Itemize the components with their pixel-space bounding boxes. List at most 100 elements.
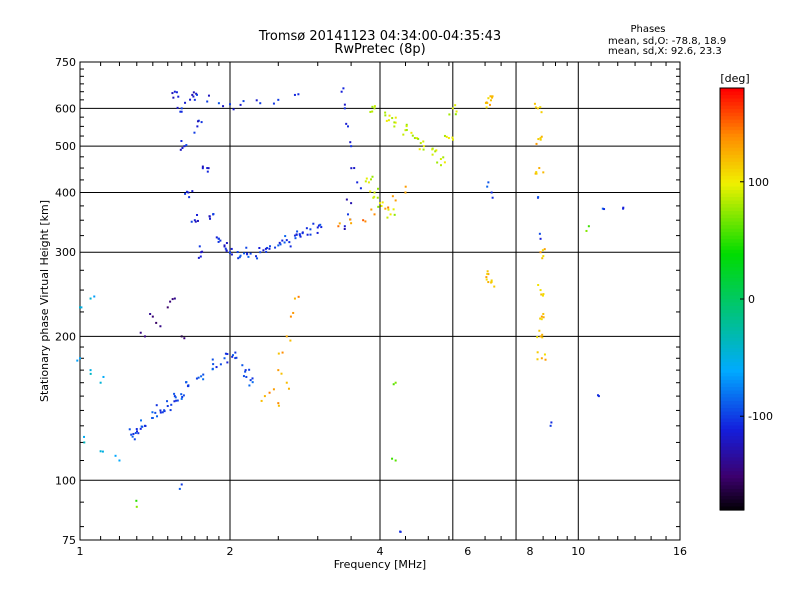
data-point xyxy=(350,145,353,148)
data-point xyxy=(537,283,540,286)
data-point xyxy=(350,222,353,225)
data-point xyxy=(279,243,282,246)
data-point xyxy=(226,361,229,364)
colorbar-segment xyxy=(720,204,744,209)
data-point xyxy=(241,364,244,367)
data-point xyxy=(350,167,353,170)
data-point xyxy=(201,167,204,170)
data-point xyxy=(224,352,227,355)
data-point xyxy=(235,356,238,359)
data-point xyxy=(350,202,353,205)
data-point xyxy=(539,335,542,338)
data-point xyxy=(237,257,240,260)
data-point xyxy=(410,131,413,134)
colorbar-segment xyxy=(720,355,744,360)
data-point xyxy=(184,101,187,104)
colorbar-segment xyxy=(720,488,744,494)
data-point xyxy=(487,181,490,184)
data-point xyxy=(184,192,187,195)
data-point xyxy=(193,219,196,222)
data-point xyxy=(229,103,231,106)
data-point xyxy=(485,101,488,104)
data-point xyxy=(601,207,604,210)
y-tick-label: 600 xyxy=(55,102,76,115)
data-point xyxy=(538,329,541,332)
data-point xyxy=(369,190,372,193)
data-point xyxy=(373,105,376,108)
data-point xyxy=(212,213,215,216)
data-point xyxy=(268,247,271,250)
data-point xyxy=(340,90,343,93)
data-point xyxy=(443,134,446,137)
data-point xyxy=(373,213,376,216)
colorbar-segment xyxy=(720,221,744,226)
data-point xyxy=(451,136,454,139)
data-point xyxy=(178,487,181,490)
data-point xyxy=(193,131,196,134)
data-point xyxy=(539,289,542,292)
data-point xyxy=(533,102,536,105)
data-point xyxy=(392,208,395,211)
data-point xyxy=(251,377,254,380)
data-point xyxy=(238,256,241,259)
data-point xyxy=(154,411,157,414)
data-point xyxy=(536,107,539,110)
data-point xyxy=(195,93,198,96)
data-point xyxy=(140,419,143,422)
data-point xyxy=(128,428,131,431)
data-point xyxy=(272,388,275,391)
data-point xyxy=(195,377,198,380)
colorbar-segment xyxy=(720,397,744,402)
data-point xyxy=(338,222,341,225)
data-point xyxy=(317,224,320,227)
colorbar-segment xyxy=(720,168,744,173)
data-point xyxy=(197,376,200,379)
colorbar-tick-label: -100 xyxy=(748,410,773,423)
colorbar-segment xyxy=(720,460,744,465)
colorbar-segment xyxy=(720,256,744,261)
data-point xyxy=(260,399,263,402)
data-point xyxy=(188,196,191,199)
data-point xyxy=(173,395,176,398)
colorbar-segment xyxy=(720,105,744,110)
data-point xyxy=(180,335,183,338)
data-point xyxy=(320,226,323,229)
data-point xyxy=(219,239,222,242)
data-point xyxy=(534,106,537,109)
data-point xyxy=(222,105,225,108)
colorbar-segment xyxy=(720,334,744,339)
data-point xyxy=(394,121,397,124)
data-point xyxy=(312,222,315,225)
data-point xyxy=(487,273,490,276)
data-point xyxy=(99,381,102,384)
data-point xyxy=(211,367,214,370)
data-point xyxy=(182,394,185,397)
data-point xyxy=(418,148,421,151)
data-point xyxy=(219,363,222,366)
data-point xyxy=(536,336,539,339)
data-point xyxy=(181,147,184,150)
data-point xyxy=(80,306,83,309)
data-point xyxy=(489,95,492,98)
data-point xyxy=(387,208,390,211)
data-point xyxy=(239,103,242,106)
data-point xyxy=(251,381,254,384)
data-point xyxy=(367,181,370,184)
data-point xyxy=(289,245,292,248)
data-point xyxy=(180,140,183,143)
colorbar-label: [deg] xyxy=(720,72,749,85)
data-point xyxy=(541,257,544,260)
data-point xyxy=(163,409,166,412)
data-point xyxy=(172,96,175,99)
data-point xyxy=(173,392,176,395)
data-point xyxy=(277,369,280,372)
data-point xyxy=(439,164,442,167)
colorbar-segment xyxy=(720,341,744,346)
colorbar-segment xyxy=(720,172,744,177)
data-point xyxy=(264,247,267,250)
data-point xyxy=(249,252,252,255)
data-point xyxy=(177,95,180,98)
data-point xyxy=(149,313,152,316)
data-point xyxy=(175,91,178,94)
colorbar-segment xyxy=(720,379,744,384)
